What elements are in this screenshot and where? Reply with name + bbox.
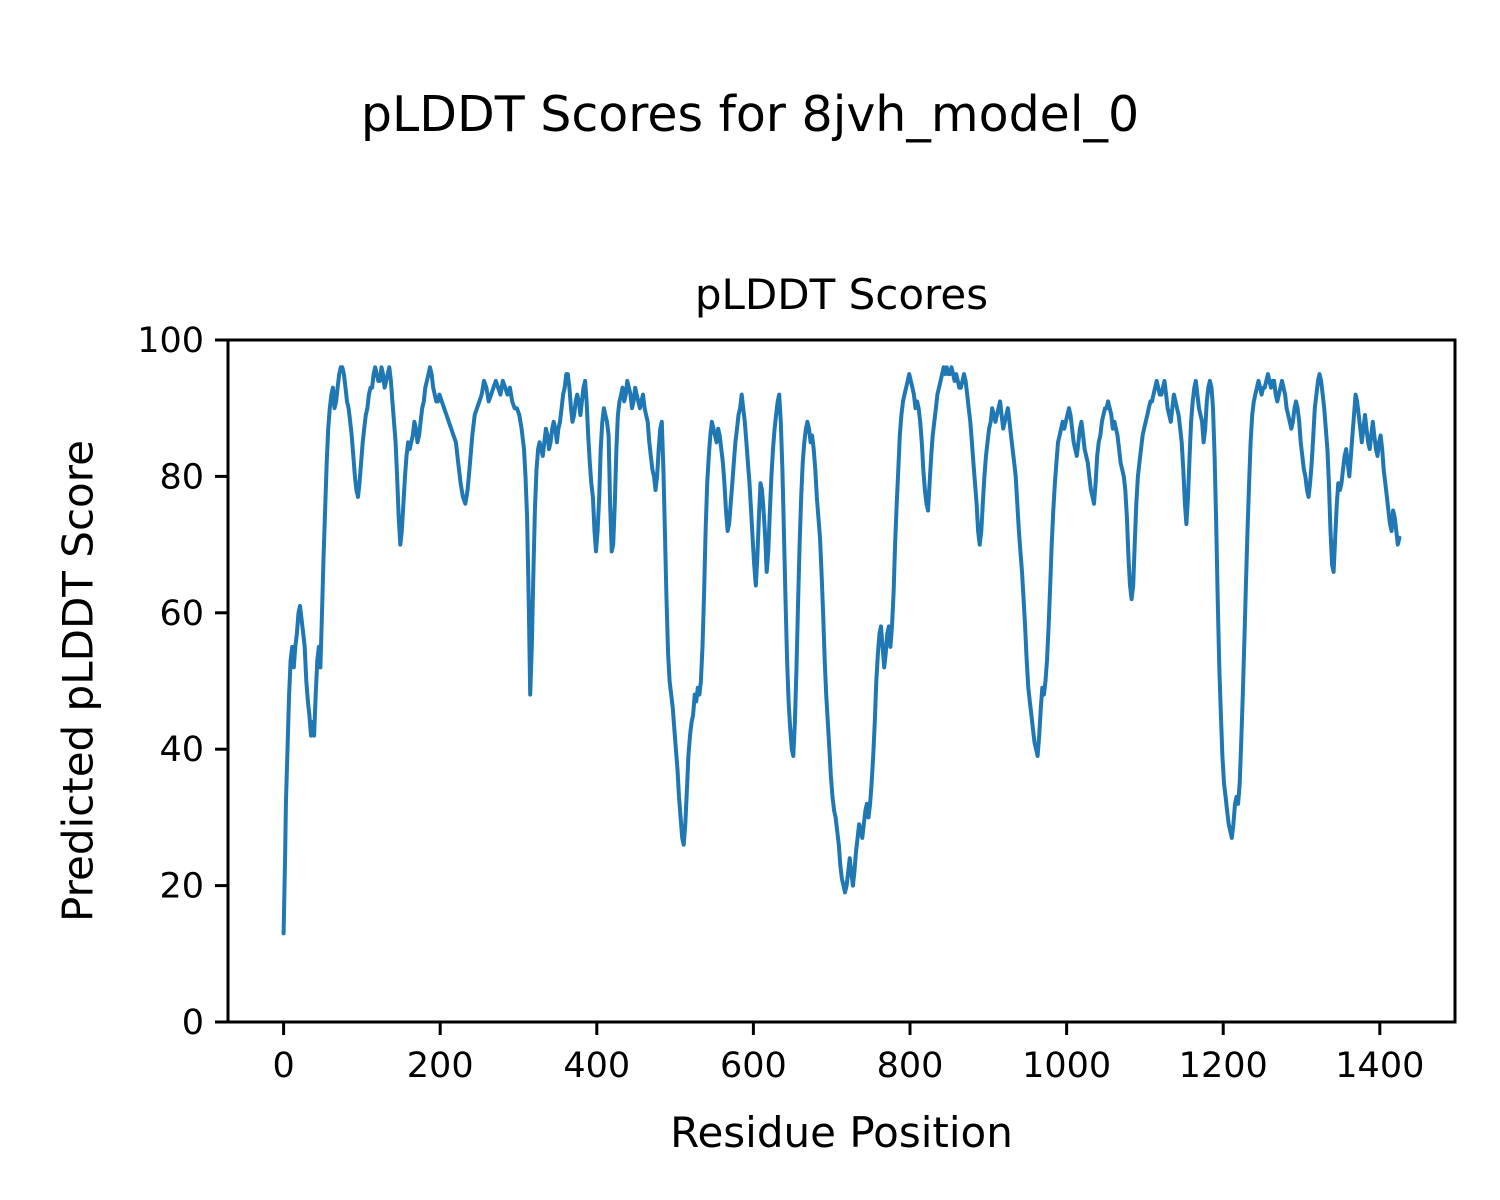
y-tick-label: 40	[159, 730, 204, 770]
figure-title: pLDDT Scores for 8jvh_model_0	[360, 86, 1140, 143]
axes-title: pLDDT Scores	[694, 270, 989, 319]
y-tick-label: 60	[159, 594, 204, 634]
y-axis-label-text: Predicted pLDDT Score	[53, 440, 103, 922]
x-tick-label: 400	[563, 1046, 630, 1086]
x-tick-label: 0	[272, 1046, 294, 1086]
x-tick-label: 1400	[1335, 1046, 1424, 1086]
x-tick-label: 600	[720, 1046, 787, 1086]
plot-svg: 0 200 400 600 800 1000 1200 1400 0 20 40 60 80 100	[137, 321, 1457, 1086]
y-tick-label: 0	[182, 1003, 204, 1043]
x-tick-label: 200	[407, 1046, 474, 1086]
x-tick-label: 800	[877, 1046, 944, 1086]
x-axis-label: Residue Position	[670, 1108, 1013, 1157]
y-tick-label: 100	[137, 321, 204, 361]
plddt-line-series	[281, 365, 1402, 936]
y-tick-label: 20	[159, 867, 204, 907]
x-tick-label: 1000	[1022, 1046, 1111, 1086]
y-tick-label: 80	[159, 457, 204, 497]
plot-border	[226, 338, 1457, 1024]
x-tick-label: 1200	[1179, 1046, 1268, 1086]
